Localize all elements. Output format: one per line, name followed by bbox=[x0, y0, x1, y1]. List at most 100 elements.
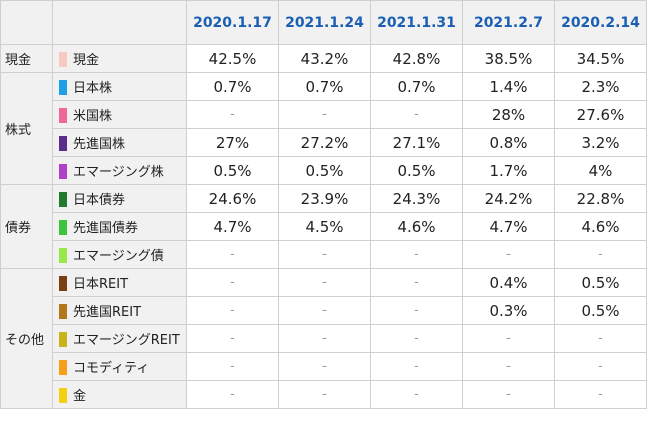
asset-name-cell: 金 bbox=[52, 380, 187, 409]
allocation-value-cell: 0.8% bbox=[462, 128, 555, 157]
allocation-value-cell: 1.4% bbox=[462, 72, 555, 101]
allocation-value-cell: - bbox=[462, 240, 555, 269]
color-swatch-icon bbox=[59, 220, 67, 235]
allocation-value-cell: 0.5% bbox=[278, 156, 371, 185]
allocation-value-cell: 34.5% bbox=[554, 44, 647, 73]
allocation-value-cell: 4.5% bbox=[278, 212, 371, 241]
asset-name-label: エマージングREIT bbox=[73, 333, 180, 348]
table-row: 金----- bbox=[1, 380, 647, 409]
asset-name-label: エマージング債 bbox=[73, 249, 164, 264]
column-header-date: 2020.2.14 bbox=[554, 0, 647, 45]
allocation-value-cell: - bbox=[186, 296, 279, 325]
allocation-value-cell: - bbox=[462, 352, 555, 381]
column-header-date: 2021.1.24 bbox=[278, 0, 371, 45]
asset-name-label: コモディティ bbox=[73, 361, 150, 376]
allocation-value-cell: - bbox=[186, 240, 279, 269]
allocation-value-cell: 0.5% bbox=[554, 268, 647, 297]
asset-group-label: その他 bbox=[0, 268, 53, 409]
color-swatch-icon bbox=[59, 248, 67, 263]
color-swatch-icon bbox=[59, 276, 67, 291]
asset-name-cell: 先進国REIT bbox=[52, 296, 187, 325]
allocation-value-cell: 4.6% bbox=[370, 212, 463, 241]
allocation-value-cell: - bbox=[370, 324, 463, 353]
color-swatch-icon bbox=[59, 136, 67, 151]
table-body: 現金 現金 42.5% 43.2% 42.8% 38.5% 34.5% 株式 日本株 0.7% 0.… bbox=[0, 44, 647, 409]
table-row: 現金 現金 42.5% 43.2% 42.8% 38.5% 34.5% bbox=[0, 44, 647, 73]
allocation-value-cell: 4.6% bbox=[554, 212, 647, 241]
allocation-value-cell: 0.5% bbox=[554, 296, 647, 325]
color-swatch-icon bbox=[59, 80, 67, 95]
allocation-value-cell: 28% bbox=[462, 100, 555, 129]
allocation-value-cell: - bbox=[370, 352, 463, 381]
color-swatch-icon bbox=[59, 164, 67, 179]
allocation-value-cell: - bbox=[278, 100, 371, 129]
allocation-value-cell: - bbox=[370, 268, 463, 297]
asset-name-cell: コモディティ bbox=[52, 352, 187, 381]
allocation-value-cell: - bbox=[370, 100, 463, 129]
asset-name-label: 日本REIT bbox=[73, 277, 129, 292]
allocation-value-cell: 27.2% bbox=[278, 128, 371, 157]
asset-group-label: 現金 bbox=[0, 44, 53, 73]
asset-group-label: 債券 bbox=[0, 184, 53, 269]
allocation-value-cell: 27.6% bbox=[554, 100, 647, 129]
allocation-value-cell: 38.5% bbox=[462, 44, 555, 73]
allocation-value-cell: - bbox=[278, 268, 371, 297]
corner-cell bbox=[52, 0, 187, 45]
table-row: 債券 日本債券 24.6% 23.9% 24.3% 24.2% 22.8% bbox=[0, 184, 647, 269]
allocation-value-cell: 4% bbox=[554, 156, 647, 185]
allocation-value-cell: 22.8% bbox=[554, 184, 647, 213]
allocation-value-cell: 0.7% bbox=[278, 72, 371, 101]
asset-name-cell: エマージング株 bbox=[52, 156, 187, 185]
allocation-value-cell: 4.7% bbox=[186, 212, 279, 241]
asset-name-cell: 先進国株 bbox=[52, 128, 187, 157]
asset-name-label: 米国株 bbox=[73, 109, 113, 124]
allocation-value-cell: - bbox=[554, 240, 647, 269]
allocation-value-cell: 0.5% bbox=[370, 156, 463, 185]
color-swatch-icon bbox=[59, 332, 67, 347]
allocation-value-cell: - bbox=[278, 240, 371, 269]
allocation-value-cell: 0.3% bbox=[462, 296, 555, 325]
table-row: 先進国債券 4.7% 4.5% 4.6% 4.7% 4.6% bbox=[1, 212, 647, 241]
color-swatch-icon bbox=[59, 360, 67, 375]
allocation-value-cell: - bbox=[370, 296, 463, 325]
allocation-value-cell: - bbox=[278, 352, 371, 381]
allocation-value-cell: 27.1% bbox=[370, 128, 463, 157]
allocation-value-cell: 2.3% bbox=[554, 72, 647, 101]
allocation-value-cell: - bbox=[278, 380, 371, 409]
corner-cell bbox=[0, 0, 53, 45]
allocation-value-cell: - bbox=[186, 100, 279, 129]
allocation-value-cell: 1.7% bbox=[462, 156, 555, 185]
allocation-value-cell: - bbox=[554, 324, 647, 353]
allocation-table: 2020.1.17 2021.1.24 2021.1.31 2021.2.7 2… bbox=[0, 0, 647, 409]
column-header-date: 2021.2.7 bbox=[462, 0, 555, 45]
allocation-value-cell: - bbox=[554, 380, 647, 409]
allocation-value-cell: - bbox=[462, 324, 555, 353]
allocation-value-cell: 23.9% bbox=[278, 184, 371, 213]
asset-name-cell: 日本債券 bbox=[52, 184, 187, 213]
asset-name-label: エマージング株 bbox=[73, 165, 164, 180]
allocation-value-cell: - bbox=[370, 240, 463, 269]
allocation-value-cell: 0.7% bbox=[370, 72, 463, 101]
allocation-value-cell: 0.4% bbox=[462, 268, 555, 297]
asset-name-label: 先進国株 bbox=[73, 137, 126, 152]
asset-name-cell: エマージングREIT bbox=[52, 324, 187, 353]
allocation-value-cell: - bbox=[186, 268, 279, 297]
table-row: エマージング債 - - - - - bbox=[1, 240, 647, 269]
table-row: 先進国REIT - - -0.3% 0.5% bbox=[1, 296, 647, 325]
table-row: エマージングREIT - - - - - bbox=[1, 324, 647, 353]
allocation-value-cell: 3.2% bbox=[554, 128, 647, 157]
asset-group-label: 株式 bbox=[0, 72, 53, 185]
color-swatch-icon bbox=[59, 108, 67, 123]
asset-name-label: 金 bbox=[73, 389, 87, 404]
table-row: 米国株 - - -28% 27.6% bbox=[1, 100, 647, 129]
color-swatch-icon bbox=[59, 388, 67, 403]
asset-name-cell: エマージング債 bbox=[52, 240, 187, 269]
column-header-date: 2020.1.17 bbox=[186, 0, 279, 45]
allocation-value-cell: - bbox=[462, 380, 555, 409]
table-row: エマージング株 0.5% 0.5% 0.5% 1.7% 4% bbox=[1, 156, 647, 185]
allocation-value-cell: 24.6% bbox=[186, 184, 279, 213]
asset-name-cell: 先進国債券 bbox=[52, 212, 187, 241]
color-swatch-icon bbox=[59, 192, 67, 207]
asset-name-label: 現金 bbox=[73, 53, 100, 68]
header-row: 2020.1.17 2021.1.24 2021.1.31 2021.2.7 2… bbox=[0, 0, 647, 45]
